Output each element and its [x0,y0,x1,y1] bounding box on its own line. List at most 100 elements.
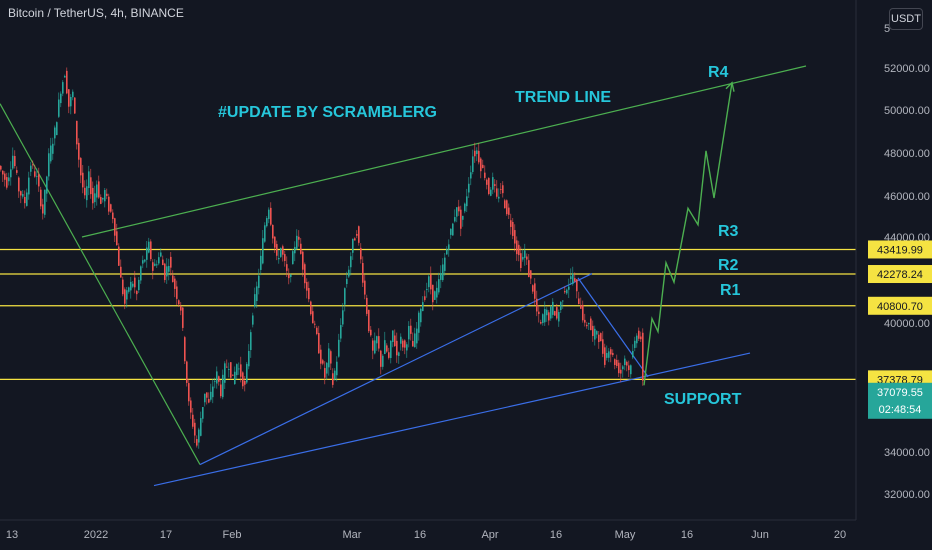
candle-body [186,361,188,383]
candle-body [580,305,582,309]
candle-body [400,336,402,344]
candle-body [394,335,396,347]
candle-body [236,364,238,376]
trend-lines [0,65,807,487]
candle-body [150,241,152,260]
annotation-r1: R1 [720,282,741,299]
candle-body [38,174,40,187]
y-tick-label: 46000.00 [884,191,930,203]
candle-body [132,283,134,287]
candle-body [100,197,102,204]
candle-body [104,190,106,202]
candle-body [28,177,30,195]
candle-body [406,344,408,351]
candle-body [316,327,318,335]
candle-body [368,309,370,332]
candle-body [102,197,104,200]
candle-body [636,335,638,344]
candle-body [330,351,332,364]
candle-body [606,353,608,358]
candle-body [68,89,70,107]
candle-body [526,256,528,260]
candle-body [506,200,508,215]
candle-body [24,196,26,204]
candle-body [464,203,466,212]
candle-body [256,286,258,302]
candle-body [422,302,424,312]
annotation-support: SUPPORT [664,391,742,408]
candle-body [420,308,422,323]
candle-body [86,186,88,201]
candle-body [336,361,338,376]
candle-body [576,279,578,292]
candle-body [278,258,280,260]
candle-body [314,323,316,325]
candle-body [282,246,284,255]
projection-line [643,82,733,386]
candle-body [616,359,618,366]
candle-body [416,328,418,344]
currency-button[interactable]: USDT [889,8,923,30]
candle-body [120,266,122,278]
candle-body [622,366,624,370]
time-axis[interactable] [0,520,932,550]
candle-body [350,256,352,268]
candle-body [302,251,304,270]
candle-body [612,352,614,355]
candle-body [178,300,180,305]
y-tick-label: 50000.00 [884,105,930,117]
candle-body [498,196,500,199]
candle-body [396,340,398,356]
annotation-r2: R2 [718,257,739,274]
candle-body [390,340,392,359]
candle-body [54,127,56,139]
candle-body [210,391,212,400]
candle-body [366,297,368,314]
x-tick-label: Apr [481,529,498,541]
level-tag: 40800.70 [877,301,923,313]
candle-body [638,330,640,339]
candle-body [66,70,68,94]
candle-body [386,345,388,352]
candle-body [74,97,76,114]
candle-body [92,187,94,204]
candle-body [48,153,50,177]
candle-body [356,234,358,236]
candle-body [138,279,140,291]
candle-body [548,312,550,321]
candle-body [568,286,570,290]
y-tick-labels: 52000.0050000.0048000.0046000.0044000.00… [884,63,930,501]
candle-body [248,350,250,367]
candle-body [518,244,520,256]
candle-body [584,319,586,323]
candle-body [550,306,552,319]
candle-body [588,323,590,325]
candle-body [258,275,260,288]
candle-body [388,352,390,358]
candle-body [600,333,602,342]
candle-body [570,276,572,280]
candle-body [566,289,568,294]
candle-body [632,350,634,358]
candle-body [626,361,628,366]
candle-body [202,407,204,419]
candle-body [564,291,566,293]
candle-body [540,322,542,324]
annotation-update: #UPDATE BY SCRAMBLERG [218,104,437,121]
candle-body [22,194,24,197]
price-axis[interactable] [856,0,932,520]
candle-body [34,171,36,177]
candle-body [448,244,450,250]
candle-body [196,439,198,446]
candle-body [0,166,2,170]
trend-line-rising [199,273,593,466]
candle-body [6,177,8,188]
horizontal-levels [0,248,856,380]
candle-body [292,251,294,265]
candle-body [172,275,174,283]
candle-body [192,414,194,427]
price-series [0,67,644,449]
candle-body [312,311,314,324]
candle-body [306,281,308,291]
